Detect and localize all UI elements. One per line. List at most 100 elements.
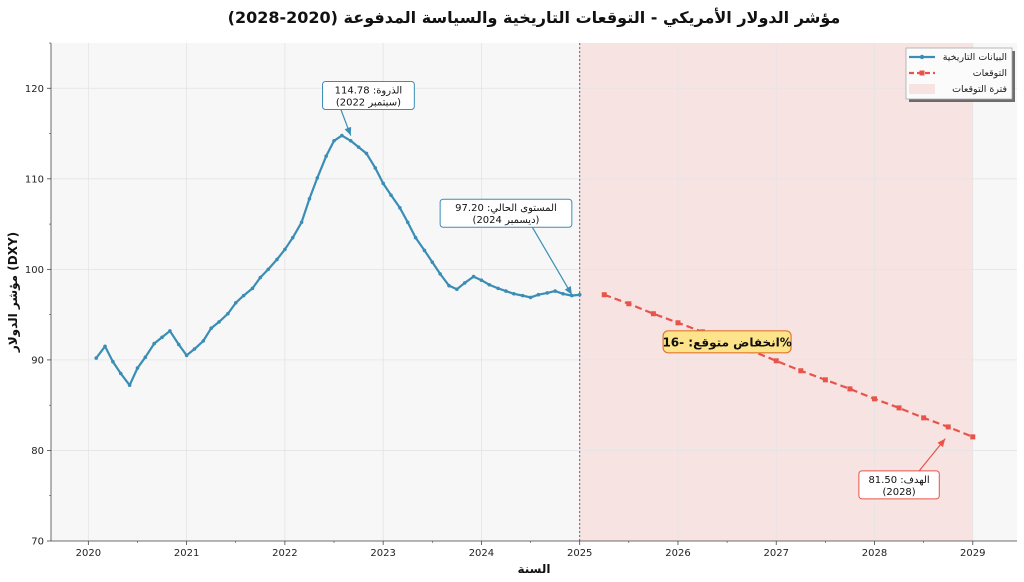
annotation-box-target	[858, 470, 940, 500]
historical-point	[340, 133, 344, 138]
historical-point	[471, 274, 476, 279]
x-tick-label: 2023	[370, 548, 395, 559]
historical-point	[520, 293, 525, 298]
historical-point	[299, 220, 304, 225]
historical-point	[398, 205, 402, 210]
historical-point	[389, 193, 393, 197]
forecast-point	[773, 358, 779, 364]
forecast-point	[822, 377, 828, 383]
x-tick-label: 2028	[862, 548, 887, 559]
historical-point	[504, 289, 508, 293]
forecast-point	[945, 424, 951, 430]
historical-point	[413, 235, 418, 240]
historical-point	[381, 181, 385, 186]
historical-point	[430, 260, 435, 264]
historical-point	[332, 138, 336, 143]
legend-marker-forecast	[919, 70, 925, 76]
annotation-text-current: المستوى الحالي: 97.20	[455, 203, 557, 214]
historical-point	[373, 166, 378, 170]
legend-label-historical: البيانات التاريخية	[943, 52, 1007, 63]
annotations-layer: الذروة: 114.78(سبتمبر 2022) المستوى الحال…	[322, 81, 946, 500]
historical-point	[577, 292, 582, 297]
x-tick-label: 2029	[960, 548, 985, 559]
legend-swatch-forecast-region	[909, 84, 935, 94]
x-tick-label: 2026	[665, 548, 690, 559]
y-tick-label: 90	[31, 355, 44, 366]
historical-point	[447, 283, 451, 288]
y-tick-label: 80	[31, 446, 44, 457]
historical-point	[209, 326, 213, 331]
forecast-point	[896, 405, 902, 411]
annotation-subtext-target: (2028)	[882, 487, 915, 498]
legend-label-forecast-region: فترة التوقعات	[952, 84, 1007, 95]
historical-point	[536, 292, 541, 297]
annotation-box-peak	[322, 81, 415, 111]
x-tick-label: 2027	[764, 548, 789, 559]
historical-point	[233, 301, 238, 305]
chart-title: مؤشر الدولار الأمريكي - التوقعات التاريخ…	[228, 8, 841, 28]
historical-point	[258, 275, 263, 280]
legend-label-forecast: التوقعات	[973, 68, 1007, 79]
historical-point	[250, 286, 255, 291]
historical-point	[201, 339, 206, 343]
annotation-arrow-current	[531, 226, 573, 296]
series-layer	[94, 133, 976, 440]
forecast-point	[675, 320, 681, 326]
badge-text: انخفاض متوقع: -16%	[662, 335, 791, 350]
historical-point	[283, 247, 287, 252]
x-axis-title: السنة	[517, 562, 550, 576]
historical-point	[348, 138, 353, 143]
historical-point	[570, 293, 574, 298]
historical-point	[160, 335, 164, 340]
historical-point	[356, 145, 361, 149]
forecast-point	[650, 311, 656, 317]
annotation-text-peak: الذروة: 114.78	[335, 86, 403, 97]
historical-point	[496, 286, 500, 291]
historical-point	[290, 235, 295, 240]
x-tick-label: 2022	[272, 548, 297, 559]
historical-point	[324, 154, 328, 158]
y-tick-label: 70	[31, 537, 44, 548]
x-tick-label: 2021	[174, 548, 199, 559]
historical-point	[103, 344, 107, 349]
historical-point	[135, 366, 140, 370]
historical-point	[487, 282, 492, 287]
historical-point	[184, 353, 189, 358]
historical-point	[528, 295, 533, 300]
historical-point	[275, 257, 279, 262]
historical-point	[422, 248, 427, 253]
historical-point	[405, 220, 410, 225]
annotation-subtext-current: (ديسمبر 2024)	[473, 215, 540, 226]
historical-point	[315, 176, 320, 180]
historical-point	[479, 278, 484, 283]
y-axis-title: مؤشر الدولار (DXY)	[6, 232, 21, 353]
forecast-point	[798, 368, 804, 374]
historical-point	[455, 287, 459, 292]
legend: البيانات التاريخية التوقعات فترة التوقعا…	[905, 47, 1015, 102]
historical-point	[364, 151, 369, 156]
grid-layer	[51, 43, 1017, 542]
forecast-point	[601, 292, 607, 298]
historical-point	[553, 289, 557, 293]
historical-point	[168, 329, 172, 333]
x-tick-label: 2024	[469, 548, 494, 559]
historical-point	[217, 320, 221, 324]
y-tick-label: 110	[25, 174, 44, 185]
historical-point	[438, 272, 442, 276]
annotation-arrowhead-peak	[344, 126, 352, 136]
legend-marker-historical	[919, 54, 925, 60]
annotation-subtext-peak: (سبتمبر 2022)	[336, 98, 401, 109]
x-tick-label: 2020	[76, 548, 101, 559]
historical-point	[94, 356, 99, 360]
historical-point	[111, 359, 115, 364]
historical-point	[266, 267, 270, 272]
historical-point	[176, 342, 181, 347]
historical-point	[561, 292, 565, 296]
annotation-text-target: الهدف: 81.50	[868, 475, 929, 486]
historical-point	[512, 292, 516, 296]
forecast-point	[921, 415, 927, 421]
y-tick-label: 100	[25, 265, 44, 276]
historical-point	[143, 355, 148, 359]
historical-point	[118, 371, 123, 376]
forecast-point	[970, 434, 976, 440]
